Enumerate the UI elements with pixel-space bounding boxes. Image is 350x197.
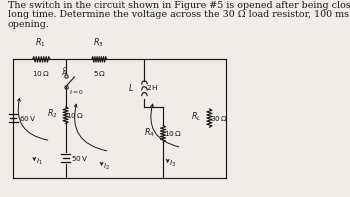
Text: $10\,\Omega$: $10\,\Omega$ xyxy=(32,69,50,78)
Text: $R_1$: $R_1$ xyxy=(35,36,46,49)
FancyArrowPatch shape xyxy=(18,98,48,140)
Text: $\mathit{I}_3$: $\mathit{I}_3$ xyxy=(169,159,176,169)
FancyArrowPatch shape xyxy=(74,104,107,151)
Text: $60\,\mathrm{V}$: $60\,\mathrm{V}$ xyxy=(19,113,36,123)
Text: $10\,\Omega$: $10\,\Omega$ xyxy=(66,111,84,120)
Text: $L$: $L$ xyxy=(128,82,134,93)
Text: A: A xyxy=(62,70,67,76)
Text: $t=0$: $t=0$ xyxy=(69,88,84,96)
Text: $R_L$: $R_L$ xyxy=(191,111,201,123)
FancyArrowPatch shape xyxy=(150,104,179,147)
Text: $50\,\mathrm{V}$: $50\,\mathrm{V}$ xyxy=(71,154,89,163)
Text: $30\,\Omega$: $30\,\Omega$ xyxy=(210,113,228,123)
Text: long time. Determine the voltage across the 30 Ω load resistor, 100 ms after: long time. Determine the voltage across … xyxy=(8,10,350,20)
Text: $10\,\Omega$: $10\,\Omega$ xyxy=(164,129,182,138)
Text: $R_3$: $R_3$ xyxy=(93,36,104,49)
Text: $5\,\Omega$: $5\,\Omega$ xyxy=(93,69,106,78)
Text: The switch in the circuit shown in Figure #5 is opened after being closed for a: The switch in the circuit shown in Figur… xyxy=(8,1,350,10)
Text: opening.: opening. xyxy=(8,20,49,29)
Text: $R_2$: $R_2$ xyxy=(47,108,57,120)
Text: c: c xyxy=(63,66,66,72)
Text: $\mathit{I}_2$: $\mathit{I}_2$ xyxy=(103,162,110,172)
Text: $R_4$: $R_4$ xyxy=(144,126,155,139)
Text: $2\,\mathrm{H}$: $2\,\mathrm{H}$ xyxy=(146,83,159,92)
Text: $\mathit{I}_1$: $\mathit{I}_1$ xyxy=(36,157,43,167)
